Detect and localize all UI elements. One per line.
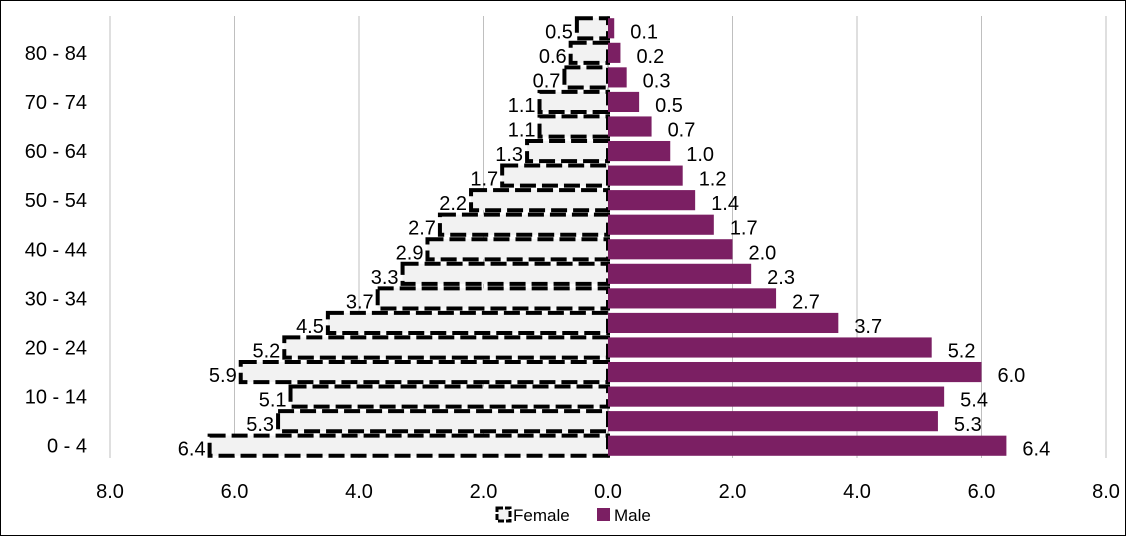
female-data-label: 1.1	[508, 95, 536, 117]
male-bar	[608, 165, 683, 186]
male-bar	[608, 67, 627, 88]
female-data-label: 5.3	[246, 414, 274, 436]
female-data-label: 6.4	[178, 439, 206, 461]
male-data-label: 0.5	[655, 95, 683, 117]
y-category-label: 20 - 24	[25, 338, 87, 360]
female-bar	[469, 188, 610, 213]
x-tick-label: 2.0	[470, 481, 498, 503]
male-data-label: 5.2	[948, 341, 976, 363]
female-bar	[568, 40, 611, 65]
x-tick-label: 6.0	[221, 481, 249, 503]
female-bar	[325, 310, 610, 336]
x-tick-label: 8.0	[96, 481, 124, 503]
female-bar	[500, 163, 610, 188]
legend-label-male: Male	[614, 506, 651, 525]
male-data-label: 0.2	[636, 46, 664, 68]
female-bar	[437, 212, 610, 237]
female-data-label: 3.3	[371, 267, 399, 289]
female-data-label: 1.1	[508, 120, 536, 142]
x-tick-label: 8.0	[1092, 481, 1120, 503]
female-data-label: 3.7	[346, 291, 374, 313]
x-tick-label: 4.0	[843, 481, 871, 503]
y-category-label: 80 - 84	[25, 43, 87, 65]
male-bar	[608, 361, 982, 383]
legend-label-female: Female	[513, 506, 570, 525]
male-data-label: 1.0	[686, 144, 714, 166]
female-bar	[425, 237, 610, 262]
y-category-label: 70 - 74	[25, 92, 87, 114]
male-data-label: 1.4	[711, 193, 739, 215]
female-data-label: 1.7	[470, 169, 498, 191]
female-data-label: 0.7	[533, 70, 561, 92]
x-tick-label: 6.0	[968, 481, 996, 503]
female-data-label: 1.3	[495, 144, 523, 166]
male-bar	[608, 263, 752, 284]
female-data-label: 2.7	[408, 218, 436, 240]
male-bar	[608, 42, 621, 63]
female-bar	[288, 384, 610, 409]
x-tick-label: 4.0	[345, 481, 373, 503]
female-data-label: 0.6	[539, 46, 567, 68]
male-bar	[608, 435, 1007, 456]
female-bar	[574, 16, 610, 41]
y-category-label: 30 - 34	[25, 288, 87, 310]
female-bar	[375, 286, 610, 311]
male-data-label: 0.1	[630, 21, 658, 43]
male-bar	[608, 116, 652, 137]
y-category-label: 60 - 64	[25, 141, 87, 163]
male-bar	[608, 386, 945, 407]
legend-swatch-male	[597, 508, 610, 521]
y-category-label: 40 - 44	[25, 239, 87, 261]
male-data-label: 5.4	[960, 390, 988, 412]
male-bar	[608, 214, 714, 235]
female-data-label: 2.2	[439, 193, 467, 215]
male-data-label: 1.2	[699, 169, 727, 191]
female-bar	[207, 433, 610, 458]
male-bar	[608, 91, 640, 113]
y-category-label: 50 - 54	[25, 190, 87, 212]
x-tick-label: 2.0	[719, 481, 747, 503]
male-data-label: 1.7	[730, 218, 758, 240]
male-bar	[608, 312, 839, 334]
female-bar	[537, 114, 611, 139]
female-data-label: 5.1	[259, 390, 287, 412]
male-bar	[608, 337, 932, 358]
female-data-label: 5.2	[252, 341, 280, 363]
male-data-label: 5.3	[954, 414, 982, 436]
female-bar	[400, 261, 611, 286]
female-bar	[276, 409, 610, 434]
male-data-label: 2.7	[792, 291, 820, 313]
female-data-label: 5.9	[209, 365, 237, 387]
female-bar	[282, 335, 610, 360]
female-data-label: 4.5	[296, 316, 324, 338]
legend-swatch-female	[495, 506, 512, 523]
female-bar	[525, 138, 611, 164]
female-bar	[537, 89, 611, 115]
male-data-label: 2.3	[767, 267, 795, 289]
x-tick-label: 0.0	[594, 481, 622, 503]
y-category-label: 0 - 4	[47, 436, 87, 458]
male-bar	[608, 18, 615, 39]
male-data-label: 2.0	[749, 242, 777, 264]
male-data-label: 0.7	[668, 120, 696, 142]
male-data-label: 0.3	[643, 70, 671, 92]
male-data-label: 3.7	[854, 316, 882, 338]
female-data-label: 0.5	[545, 21, 573, 43]
male-bar	[608, 190, 696, 211]
female-bar	[562, 65, 610, 90]
female-bar	[238, 359, 610, 385]
female-data-label: 2.9	[396, 242, 424, 264]
male-bar	[608, 239, 733, 260]
y-category-label: 10 - 14	[25, 387, 87, 409]
male-bar	[608, 140, 671, 162]
male-bar	[608, 288, 777, 309]
male-data-label: 6.0	[998, 365, 1026, 387]
male-data-label: 6.4	[1022, 439, 1050, 461]
male-bar	[608, 411, 938, 432]
